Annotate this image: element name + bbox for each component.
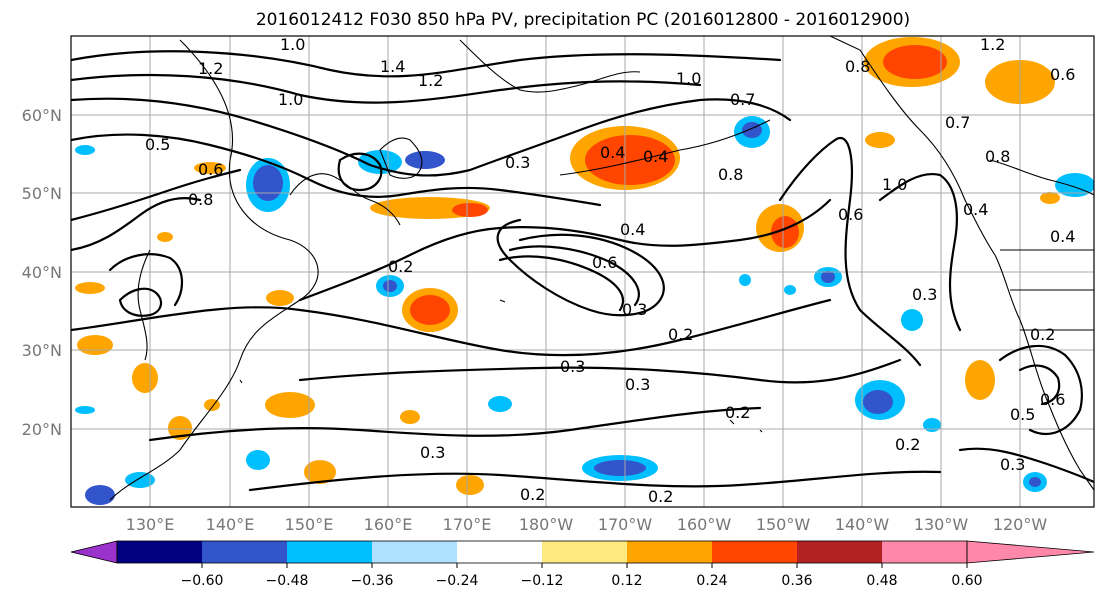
colorbar-segment: [797, 541, 882, 563]
lon-label: 150°W: [756, 515, 811, 534]
colorbar-tick-label: −0.48: [266, 573, 309, 589]
contour-label: 0.4: [643, 147, 668, 166]
colorbar-segment: [712, 541, 797, 563]
colorbar-segment: [117, 541, 202, 563]
contour-label: 0.2: [725, 403, 750, 422]
lon-label: 120°W: [993, 515, 1048, 534]
contour-label: 1.2: [980, 35, 1005, 54]
colorbar-tick-label: 0.36: [781, 573, 812, 589]
contour-label: 0.3: [912, 285, 937, 304]
contour-label: 0.2: [520, 485, 545, 504]
lon-label: 170°W: [598, 515, 653, 534]
lon-label: 170°E: [443, 515, 492, 534]
contour-label: 0.2: [648, 487, 673, 506]
contour-label: 0.5: [1010, 405, 1035, 424]
colorbar-extend-right: [966, 540, 1095, 564]
contour-label: 0.3: [622, 300, 647, 319]
lat-label: 50°N: [22, 184, 62, 203]
lat-label: 40°N: [22, 263, 62, 282]
colorbar: −0.60 −0.48 −0.36 −0.24 −0.12 0.12 0.24 …: [70, 540, 1095, 589]
contour-label: 0.7: [730, 90, 755, 109]
contour-label: 0.2: [895, 435, 920, 454]
contour-labels: 1.0 1.2 1.4 1.2 1.0 0.5 0.6 0.8 0.4 0.3 …: [145, 35, 1075, 506]
precip-shading: [75, 37, 1094, 505]
latitude-labels: 60°N 50°N 40°N 30°N 20°N: [22, 106, 62, 439]
colorbar-tick-label: 0.48: [866, 573, 897, 589]
colorbar-tick-label: 0.12: [611, 573, 642, 589]
colorbar-tick-label: 0.60: [951, 573, 982, 589]
contour-label: 0.8: [718, 165, 743, 184]
colorbar-tick-label: −0.12: [521, 573, 564, 589]
contour-label: 1.2: [418, 71, 443, 90]
lon-label: 130°W: [914, 515, 969, 534]
lon-label: 160°W: [677, 515, 732, 534]
contour-label: 1.0: [278, 90, 303, 109]
colorbar-segment: [882, 541, 967, 563]
colorbar-extend-left: [70, 540, 118, 564]
contour-label: 0.3: [505, 153, 530, 172]
contour-label: 0.6: [592, 253, 617, 272]
contour-label: 0.2: [668, 325, 693, 344]
pv-contours: [71, 50, 1094, 492]
plot-frame: [70, 35, 1095, 508]
colorbar-segment: [457, 541, 542, 563]
contour-label: 0.8: [845, 57, 870, 76]
contour-label: 0.3: [560, 357, 585, 376]
contour-label: 0.4: [600, 143, 625, 162]
lon-label: 160°E: [364, 515, 413, 534]
contour-label: 0.6: [1040, 390, 1065, 409]
contour-label: 0.6: [838, 205, 863, 224]
colorbar-tick-label: −0.24: [436, 573, 479, 589]
contour-label: 0.7: [945, 113, 970, 132]
map-plot-area: [71, 36, 1094, 507]
colorbar-tick-label: 0.24: [696, 573, 727, 589]
colorbar-segment: [627, 541, 712, 563]
contour-label: 0.4: [963, 200, 988, 219]
contour-label: 0.3: [625, 375, 650, 394]
lat-label: 20°N: [22, 420, 62, 439]
contour-label: 0.6: [198, 160, 223, 179]
contour-label: 0.2: [388, 257, 413, 276]
contour-label: 0.4: [620, 220, 645, 239]
contour-label: 0.8: [188, 190, 213, 209]
colorbar-segment: [542, 541, 627, 563]
contour-label: 1.0: [280, 35, 305, 54]
contour-label: 1.4: [380, 57, 405, 76]
longitude-labels: 130°E 140°E 150°E 160°E 170°E 180°W 170°…: [126, 515, 1048, 534]
colorbar-segment: [372, 541, 457, 563]
contour-label: 1.2: [198, 59, 223, 78]
contour-label: 0.4: [1050, 227, 1075, 246]
contour-label: 1.0: [882, 175, 907, 194]
contour-label: 0.5: [145, 135, 170, 154]
colorbar-tick-label: −0.60: [181, 573, 224, 589]
colorbar-segment: [202, 541, 287, 563]
lon-label: 140°W: [835, 515, 890, 534]
contour-label: 0.6: [1050, 65, 1075, 84]
contour-label: 0.3: [420, 443, 445, 462]
lon-label: 140°E: [206, 515, 255, 534]
contour-label: 0.3: [1000, 455, 1025, 474]
lat-label: 60°N: [22, 106, 62, 125]
lat-label: 30°N: [22, 341, 62, 360]
lon-label: 130°E: [126, 515, 175, 534]
lon-label: 180°W: [519, 515, 574, 534]
contour-label: 1.0: [676, 69, 701, 88]
contour-label: 0.8: [985, 147, 1010, 166]
map-title: 2016012412 F030 850 hPa PV, precipitatio…: [256, 10, 910, 30]
contour-label: 0.2: [1030, 325, 1055, 344]
colorbar-segment: [287, 541, 372, 563]
lon-label: 150°E: [285, 515, 334, 534]
colorbar-tick-label: −0.36: [351, 573, 394, 589]
